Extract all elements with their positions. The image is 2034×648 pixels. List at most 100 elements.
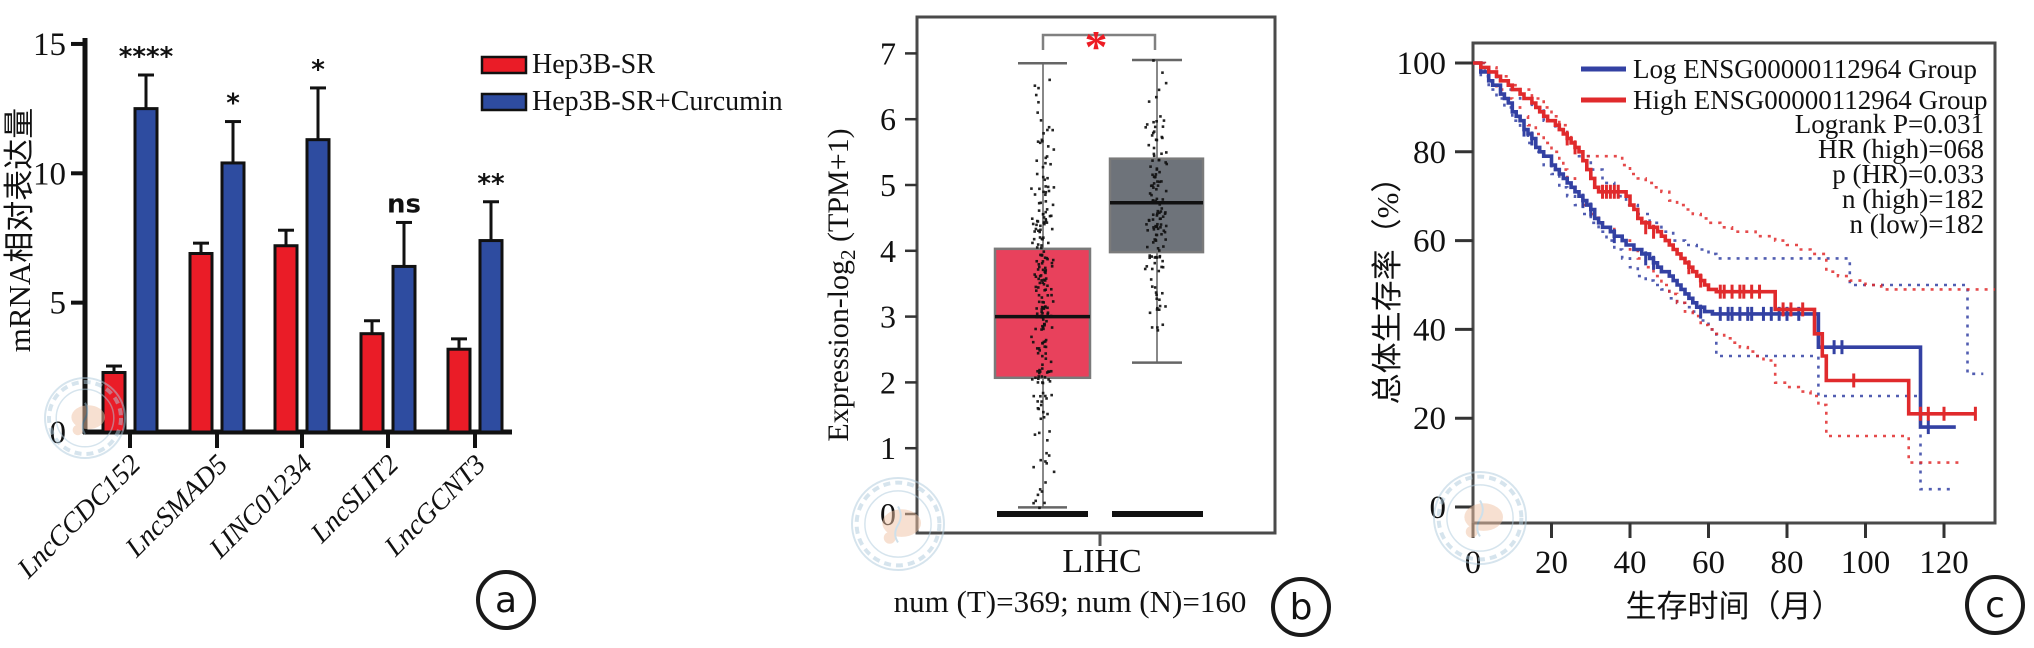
jitter-point: [1039, 224, 1042, 228]
jitter-point: [1040, 237, 1044, 241]
jitter-point: [1156, 209, 1160, 213]
jitter-point: [1040, 308, 1044, 311]
jitter-point: [1153, 286, 1157, 289]
jitter-point: [1033, 273, 1036, 276]
jitter-point: [1033, 230, 1036, 233]
jitter-point: [1037, 201, 1041, 205]
x-tick-label: 100: [1841, 545, 1891, 581]
jitter-point: [1159, 225, 1162, 229]
jitter-point: [1161, 259, 1164, 263]
jitter-point: [1040, 246, 1043, 250]
jitter-point: [1145, 123, 1149, 126]
jitter-point: [1044, 277, 1048, 280]
jitter-point: [1159, 223, 1163, 226]
jitter-point: [1038, 488, 1042, 491]
chinese-medical-association-logo: [851, 477, 945, 571]
legend-label-low: Log ENSG00000112964 Group: [1633, 54, 1977, 84]
plot-frame: [915, 15, 1277, 535]
jitter-point: [1161, 265, 1165, 269]
jitter-point: [1036, 381, 1040, 384]
logo-caduceus: [894, 506, 902, 543]
jitter-point: [1033, 433, 1037, 436]
significance-label: ****: [119, 42, 174, 72]
jitter-point: [1041, 318, 1045, 321]
jitter-point: [1044, 338, 1048, 342]
jitter-point: [1045, 155, 1049, 158]
jitter-point: [1151, 213, 1155, 216]
jitter-point: [1148, 311, 1152, 315]
jitter-point: [1036, 140, 1040, 143]
jitter-point: [1030, 217, 1034, 220]
jitter-point: [1046, 306, 1049, 310]
jitter-point: [1155, 212, 1159, 216]
jitter-point: [1040, 367, 1044, 370]
jitter-point: [1042, 410, 1045, 414]
jitter-point: [1044, 271, 1047, 275]
jitter-point: [1151, 199, 1155, 203]
jitter-point: [1156, 222, 1159, 226]
y-axis-title: mRNA相对表达量: [2, 108, 37, 353]
jitter-point: [1037, 263, 1041, 266]
bar-Hep3B-SR+Curcumin: [220, 161, 246, 434]
jitter-point: [1153, 238, 1157, 241]
y-tick-label: 40: [1413, 312, 1446, 348]
jitter-point: [1036, 111, 1039, 114]
jitter-point: [1042, 250, 1046, 253]
jitter-point: [1035, 159, 1039, 163]
jitter-point: [1038, 141, 1042, 145]
jitter-point: [1043, 256, 1047, 260]
significance-bracket: [1041, 33, 1157, 50]
significance-star: *: [1085, 21, 1108, 72]
jitter-point: [1039, 253, 1042, 257]
jitter-point: [1045, 208, 1049, 211]
jitter-point: [1160, 232, 1163, 236]
jitter-point: [1152, 146, 1156, 150]
jitter-point: [1045, 397, 1048, 400]
jitter-point: [1040, 279, 1043, 282]
chinese-medical-association-logo: [1433, 471, 1527, 565]
jitter-point: [1040, 316, 1044, 319]
jitter-point: [1035, 307, 1038, 310]
bar-Hep3B-SR: [359, 332, 385, 434]
jitter-point: [1038, 187, 1041, 191]
y-tick-label: 80: [1413, 135, 1446, 171]
jitter-point: [1052, 186, 1056, 189]
jitter-point: [1152, 175, 1156, 179]
jitter-point: [1044, 219, 1048, 222]
jitter-point: [1043, 340, 1047, 343]
legend-label-hep3b-sr: Hep3B-SR: [532, 49, 655, 80]
bar-Hep3B-SR+Curcumin: [478, 239, 504, 434]
jitter-point: [1161, 71, 1164, 74]
jitter-point: [1042, 327, 1045, 331]
jitter-point: [1151, 159, 1154, 162]
jitter-point: [1037, 375, 1041, 378]
logo-inner-ring: [55, 388, 115, 448]
jitter-point: [1044, 156, 1048, 160]
bar-Hep3B-SR+Curcumin: [305, 138, 331, 434]
jitter-point: [1040, 253, 1044, 257]
y-tick-label: 10: [33, 156, 66, 192]
jitter-point: [1157, 308, 1161, 311]
jitter-point: [1147, 219, 1151, 222]
jitter-point: [1037, 209, 1041, 212]
logo-scallop-ring: [854, 480, 942, 568]
jitter-point: [1162, 229, 1166, 233]
jitter-point: [1037, 347, 1041, 350]
jitter-point: [1158, 304, 1162, 308]
jitter-point: [1049, 287, 1053, 291]
jitter-point: [1038, 230, 1042, 234]
jitter-point: [1159, 217, 1162, 220]
jitter-point: [1164, 211, 1167, 214]
jitter-point: [1036, 268, 1040, 271]
jitter-point: [1162, 119, 1166, 122]
jitter-point: [1164, 238, 1167, 241]
logo-outer-ring: [851, 477, 945, 571]
jitter-point: [1040, 296, 1044, 299]
jitter-point: [1041, 306, 1045, 309]
jitter-point: [1155, 308, 1159, 311]
logo-map-island: [72, 424, 84, 436]
y-tick-label: 3: [880, 299, 896, 335]
jitter-point: [1153, 256, 1157, 259]
